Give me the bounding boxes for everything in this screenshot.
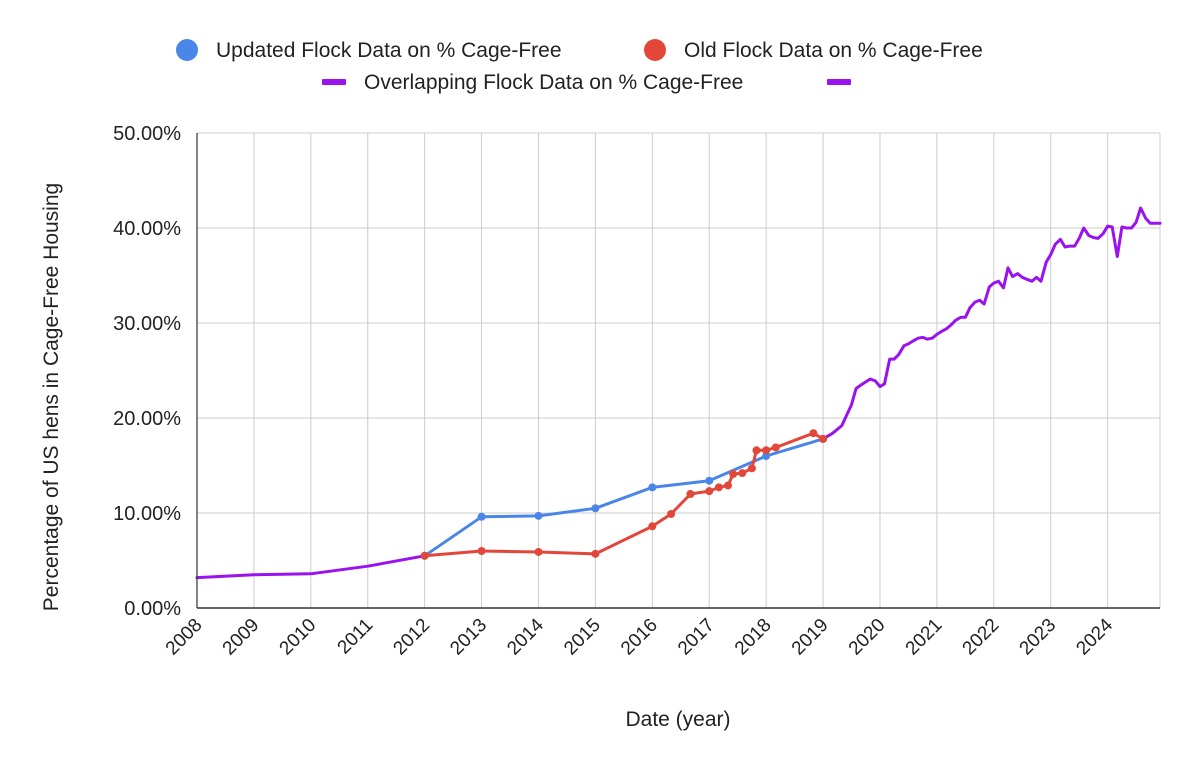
- data-point: [477, 512, 486, 521]
- chart-legend: Updated Flock Data on % Cage-Free Old Flo…: [176, 39, 983, 94]
- data-point: [762, 446, 771, 455]
- data-point: [714, 483, 723, 492]
- x-tick-label: 2017: [674, 615, 719, 660]
- series-line: [195, 554, 427, 580]
- data-point: [534, 547, 543, 556]
- y-tick-label: 20.00%: [113, 408, 181, 430]
- x-tick-label: 2008: [162, 615, 207, 660]
- data-point: [705, 487, 714, 496]
- legend-label: Overlapping Flock Data on % Cage-Free: [364, 71, 743, 94]
- data-point: [747, 464, 756, 473]
- series-line: [423, 437, 825, 558]
- legend-marker-circle: [644, 39, 666, 61]
- legend-marker-line: [322, 79, 346, 85]
- data-point: [729, 470, 738, 479]
- data-point: [752, 446, 761, 455]
- y-tick-label: 30.00%: [113, 313, 181, 335]
- data-point: [420, 551, 429, 560]
- x-tick-label: 2024: [1072, 614, 1117, 659]
- x-tick-label: 2022: [959, 615, 1004, 660]
- chart-grid: [196, 132, 1161, 609]
- data-point: [809, 429, 818, 438]
- data-point: [771, 443, 780, 452]
- y-axis-title: Percentage of US hens in Cage-Free Housi…: [40, 183, 63, 611]
- x-tick-label: 2009: [219, 615, 264, 660]
- data-point: [724, 481, 733, 490]
- x-tick-label: 2010: [276, 615, 321, 660]
- x-tick-label: 2023: [1016, 615, 1061, 660]
- legend-marker-line: [827, 79, 851, 85]
- data-point: [534, 511, 543, 520]
- data-point: [762, 452, 771, 460]
- y-tick-label: 0.00%: [124, 598, 181, 620]
- legend-marker-circle: [176, 39, 198, 61]
- x-axis-title: Date (year): [625, 708, 730, 731]
- chart-axes: 0.00% 10.00% 20.00% 30.00% 40.00% 50.00% 2008 2…: [113, 123, 1160, 659]
- data-point: [648, 483, 657, 492]
- data-point: [738, 469, 747, 478]
- x-tick-label: 2018: [731, 615, 776, 660]
- x-tick-label: 2015: [560, 615, 605, 660]
- data-point: [819, 434, 828, 443]
- x-tick-label: 2019: [788, 615, 833, 660]
- series-line: [821, 206, 1162, 441]
- data-point: [591, 549, 600, 558]
- y-tick-label: 40.00%: [113, 218, 181, 240]
- y-tick-label: 10.00%: [113, 503, 181, 525]
- x-tick-label: 2011: [334, 615, 378, 659]
- data-point: [648, 522, 657, 531]
- x-tick-label: 2021: [902, 615, 947, 660]
- data-point: [477, 547, 486, 555]
- x-tick-label: 2013: [446, 615, 491, 660]
- data-point: [686, 490, 695, 498]
- legend-label: Old Flock Data on % Cage-Free: [684, 39, 983, 62]
- chart-series: [195, 206, 1162, 580]
- legend-label: Updated Flock Data on % Cage-Free: [216, 39, 562, 62]
- x-tick-label: 2012: [389, 615, 434, 660]
- x-tick-label: 2016: [617, 615, 662, 660]
- data-point: [667, 509, 676, 518]
- data-point: [591, 504, 600, 513]
- x-tick-label: 2020: [845, 615, 890, 660]
- x-tick-label: 2014: [503, 614, 548, 659]
- data-point: [705, 476, 714, 485]
- y-tick-label: 50.00%: [113, 123, 181, 145]
